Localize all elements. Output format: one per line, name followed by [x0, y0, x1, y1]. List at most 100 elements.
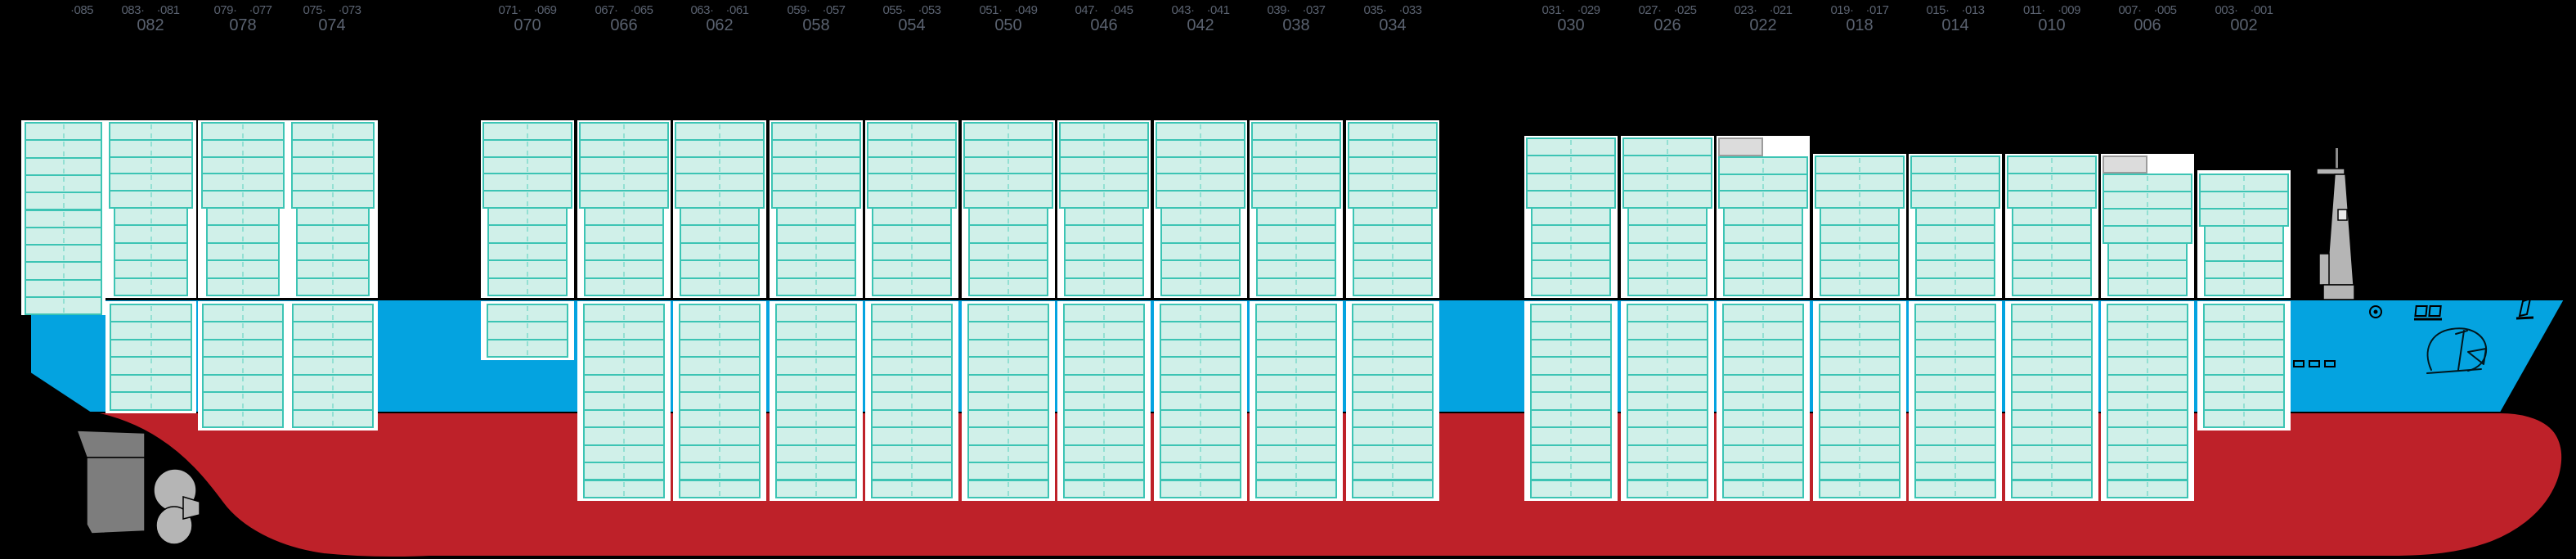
container-slot-bay-030[interactable] — [1531, 224, 1611, 244]
container-slot-bay-018[interactable] — [1819, 426, 1901, 446]
container-slot-bay-014[interactable] — [1914, 408, 1996, 429]
container-slot-bay-074[interactable] — [296, 207, 370, 227]
container-slot-bay-082[interactable] — [110, 373, 192, 394]
container-slot-bay-085[interactable] — [25, 192, 102, 211]
container-slot-bay-042[interactable] — [1160, 356, 1241, 376]
container-slot-bay-014[interactable] — [1910, 156, 2000, 174]
container-slot-bay-046[interactable] — [1063, 462, 1145, 481]
container-slot-bay-050[interactable] — [967, 462, 1049, 481]
container-slot-bay-034[interactable] — [1353, 277, 1433, 296]
container-slot-bay-010[interactable] — [2011, 321, 2093, 340]
container-slot-bay-050[interactable] — [967, 373, 1049, 394]
container-slot-bay-046[interactable] — [1063, 444, 1145, 464]
container-slot-bay-006[interactable] — [2107, 444, 2188, 464]
container-slot-bay-006[interactable] — [2107, 338, 2188, 358]
container-slot-bay-022[interactable] — [1722, 462, 1804, 481]
container-slot-bay-018[interactable] — [1819, 304, 1901, 323]
container-slot-bay-010[interactable] — [2011, 462, 2093, 481]
container-slot-bay-038[interactable] — [1251, 156, 1341, 175]
container-slot-bay-038[interactable] — [1256, 259, 1336, 279]
container-slot-bay-066[interactable] — [583, 408, 665, 429]
container-slot-bay-026[interactable] — [1627, 224, 1708, 244]
container-slot-bay-070[interactable] — [487, 207, 568, 227]
container-slot-bay-038[interactable] — [1255, 391, 1337, 411]
container-slot-bay-070[interactable] — [482, 138, 572, 158]
container-slot-bay-030[interactable] — [1526, 155, 1616, 174]
container-slot-bay-062[interactable] — [679, 391, 761, 411]
container-slot-bay-062[interactable] — [679, 304, 761, 323]
container-slot-bay-062[interactable] — [675, 190, 765, 209]
container-slot-bay-030[interactable] — [1530, 479, 1612, 498]
container-slot-bay-030[interactable] — [1530, 391, 1612, 411]
container-slot-bay-058[interactable] — [775, 356, 857, 376]
container-slot-bay-062[interactable] — [679, 338, 761, 358]
container-slot-bay-010[interactable] — [2012, 207, 2092, 227]
container-slot-bay-038[interactable] — [1255, 426, 1337, 446]
container-slot-bay-058[interactable] — [771, 122, 861, 141]
container-slot-bay-006[interactable] — [2107, 321, 2188, 340]
container-slot-bay-082[interactable] — [114, 207, 188, 227]
container-slot-bay-010[interactable] — [2012, 241, 2092, 262]
container-slot-bay-010[interactable] — [2007, 173, 2097, 192]
container-slot-bay-082[interactable] — [110, 356, 192, 376]
container-slot-bay-062[interactable] — [675, 138, 765, 158]
container-slot-bay-050[interactable] — [968, 224, 1048, 244]
container-slot-bay-046[interactable] — [1059, 173, 1149, 192]
container-slot-bay-054[interactable] — [867, 190, 957, 209]
container-slot-bay-030[interactable] — [1531, 241, 1611, 262]
container-slot-bay-026[interactable] — [1627, 207, 1708, 227]
container-slot-bay-082[interactable] — [110, 391, 192, 411]
container-slot-bay-066[interactable] — [583, 426, 665, 446]
container-slot-bay-002[interactable] — [2204, 242, 2284, 262]
container-slot-bay-034[interactable] — [1348, 156, 1438, 175]
container-slot-bay-014[interactable] — [1910, 173, 2000, 192]
container-slot-bay-030[interactable] — [1531, 277, 1611, 296]
container-slot-bay-062[interactable] — [680, 259, 760, 279]
container-slot-bay-054[interactable] — [871, 408, 953, 429]
container-slot-bay-022[interactable] — [1722, 321, 1804, 340]
container-slot-bay-050[interactable] — [967, 391, 1049, 411]
container-slot-bay-030[interactable] — [1530, 444, 1612, 464]
container-slot-bay-014[interactable] — [1914, 462, 1996, 481]
container-slot-bay-082[interactable] — [110, 338, 192, 358]
container-slot-bay-018[interactable] — [1820, 207, 1900, 227]
container-slot-bay-042[interactable] — [1160, 444, 1241, 464]
container-slot-bay-074[interactable] — [292, 373, 374, 394]
container-slot-bay-062[interactable] — [679, 408, 761, 429]
container-slot-bay-018[interactable] — [1819, 373, 1901, 394]
container-slot-bay-030[interactable] — [1530, 356, 1612, 376]
container-slot-bay-085[interactable] — [25, 261, 102, 281]
container-slot-bay-022[interactable] — [1723, 224, 1803, 244]
container-slot-bay-014[interactable] — [1914, 304, 1996, 323]
container-slot-bay-085[interactable] — [25, 156, 102, 176]
container-slot-bay-018[interactable] — [1819, 444, 1901, 464]
container-slot-bay-062[interactable] — [679, 356, 761, 376]
container-slot-bay-074[interactable] — [291, 138, 375, 158]
container-slot-bay-085[interactable] — [25, 139, 102, 159]
container-slot-bay-074[interactable] — [296, 224, 370, 244]
container-slot-bay-014[interactable] — [1915, 277, 1995, 296]
container-slot-bay-038[interactable] — [1251, 122, 1341, 141]
container-slot-bay-014[interactable] — [1914, 479, 1996, 498]
container-slot-bay-066[interactable] — [584, 241, 664, 262]
container-slot-bay-042[interactable] — [1160, 408, 1241, 429]
container-slot-bay-026[interactable] — [1627, 338, 1708, 358]
empty-container-slot-bay-022[interactable] — [1718, 137, 1763, 156]
container-slot-bay-050[interactable] — [963, 122, 1053, 141]
container-slot-bay-054[interactable] — [871, 304, 953, 323]
container-slot-bay-038[interactable] — [1255, 462, 1337, 481]
container-slot-bay-066[interactable] — [579, 190, 669, 209]
container-slot-bay-066[interactable] — [584, 224, 664, 244]
container-slot-bay-006[interactable] — [2103, 208, 2192, 227]
container-slot-bay-070[interactable] — [487, 224, 568, 244]
container-slot-bay-054[interactable] — [871, 321, 953, 340]
container-slot-bay-062[interactable] — [679, 321, 761, 340]
container-slot-bay-070[interactable] — [487, 241, 568, 262]
container-slot-bay-078[interactable] — [201, 122, 285, 141]
container-slot-bay-050[interactable] — [967, 304, 1049, 323]
container-slot-bay-082[interactable] — [114, 241, 188, 262]
container-slot-bay-054[interactable] — [871, 391, 953, 411]
container-slot-bay-018[interactable] — [1820, 241, 1900, 262]
container-slot-bay-066[interactable] — [583, 444, 665, 464]
container-slot-bay-046[interactable] — [1059, 122, 1149, 141]
